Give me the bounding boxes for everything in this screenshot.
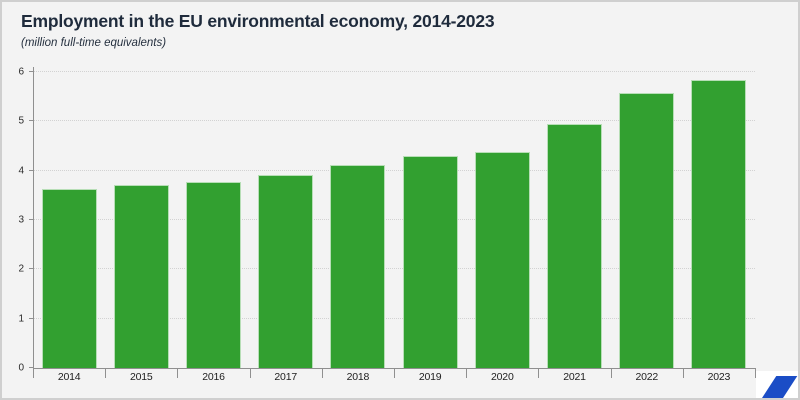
bar-2020 xyxy=(474,152,530,368)
x-boundary-tick-7 xyxy=(538,368,540,378)
bar-slot-2020 xyxy=(466,72,538,368)
bar-2023 xyxy=(691,80,747,368)
y-axis-line xyxy=(33,67,34,378)
bar-slot-2015 xyxy=(105,72,177,368)
gridline-y1 xyxy=(33,317,755,319)
y-tick-label-0: 0 xyxy=(18,362,24,374)
gridline-y3 xyxy=(33,219,755,220)
x-tick-label-2016: 2016 xyxy=(202,371,225,383)
y-tick-mark-3 xyxy=(29,219,33,220)
x-axis-labels: 2014 2015 2016 2017 2018 2019 2020 2021 2022 2023 xyxy=(33,371,755,387)
y-tick-mark-1 xyxy=(29,317,33,319)
y-tick-mark-6 xyxy=(29,71,33,72)
y-tick-label-1: 1 xyxy=(18,313,24,325)
x-boundary-tick-8 xyxy=(610,368,612,378)
bar-2019 xyxy=(402,155,458,368)
y-tick-label-5: 5 xyxy=(18,115,24,127)
y-tick-label-6: 6 xyxy=(18,66,24,78)
bar-slot-2018 xyxy=(322,72,394,368)
bar-slot-2016 xyxy=(177,72,249,368)
y-tick-label-4: 4 xyxy=(18,165,24,177)
x-tick-label-2023: 2023 xyxy=(707,371,731,383)
bar-2018 xyxy=(330,165,386,368)
x-tick-label-2014: 2014 xyxy=(57,371,81,383)
bar-slot-2021 xyxy=(538,72,610,368)
x-boundary-tick-4 xyxy=(321,368,323,378)
gridline-y5 xyxy=(33,120,755,122)
y-tick-mark-2 xyxy=(29,268,33,270)
chart-subtitle: (million full-time equivalents) xyxy=(21,37,167,49)
x-tick-label-2018: 2018 xyxy=(346,371,370,383)
x-tick-label-2020: 2020 xyxy=(491,371,514,383)
x-boundary-tick-1 xyxy=(105,368,107,378)
gridline-y4 xyxy=(33,169,755,171)
gridline-y2 xyxy=(33,268,755,270)
y-tick-mark-5 xyxy=(29,120,33,122)
x-boundary-tick-3 xyxy=(249,368,251,378)
bar-slot-2014 xyxy=(33,72,105,368)
bar-2017 xyxy=(258,174,314,368)
x-boundary-tick-2 xyxy=(177,368,179,378)
bars-row xyxy=(33,72,755,368)
x-boundary-tick-9 xyxy=(682,368,684,378)
chart-title: Employment in the EU environmental econo… xyxy=(21,11,495,31)
y-tick-label-2: 2 xyxy=(18,263,24,275)
x-boundary-tick-0 xyxy=(33,368,34,378)
y-tick-mark-0 xyxy=(29,367,33,368)
gridline-y6 xyxy=(33,71,755,72)
y-tick-mark-4 xyxy=(29,169,33,171)
bar-2014 xyxy=(41,188,97,368)
bar-2022 xyxy=(619,92,675,368)
x-tick-label-2019: 2019 xyxy=(418,371,442,383)
x-axis-ticks xyxy=(33,368,756,378)
x-tick-label-2022: 2022 xyxy=(635,371,658,383)
x-tick-label-2021: 2021 xyxy=(563,371,586,383)
x-boundary-tick-5 xyxy=(394,368,395,378)
x-tick-label-2015: 2015 xyxy=(130,371,153,383)
y-tick-label-3: 3 xyxy=(18,214,24,226)
bar-2015 xyxy=(113,185,169,368)
x-boundary-tick-6 xyxy=(466,368,468,378)
bar-2021 xyxy=(547,123,603,368)
plot-area: 0 1 2 3 4 5 6 xyxy=(18,67,755,374)
bar-slot-2023 xyxy=(683,72,755,368)
bar-slot-2022 xyxy=(611,72,683,368)
bar-2016 xyxy=(186,182,241,368)
bar-slot-2017 xyxy=(250,72,322,368)
x-tick-label-2017: 2017 xyxy=(274,371,297,383)
bar-slot-2019 xyxy=(394,72,466,368)
x-boundary-tick-10 xyxy=(755,368,756,378)
